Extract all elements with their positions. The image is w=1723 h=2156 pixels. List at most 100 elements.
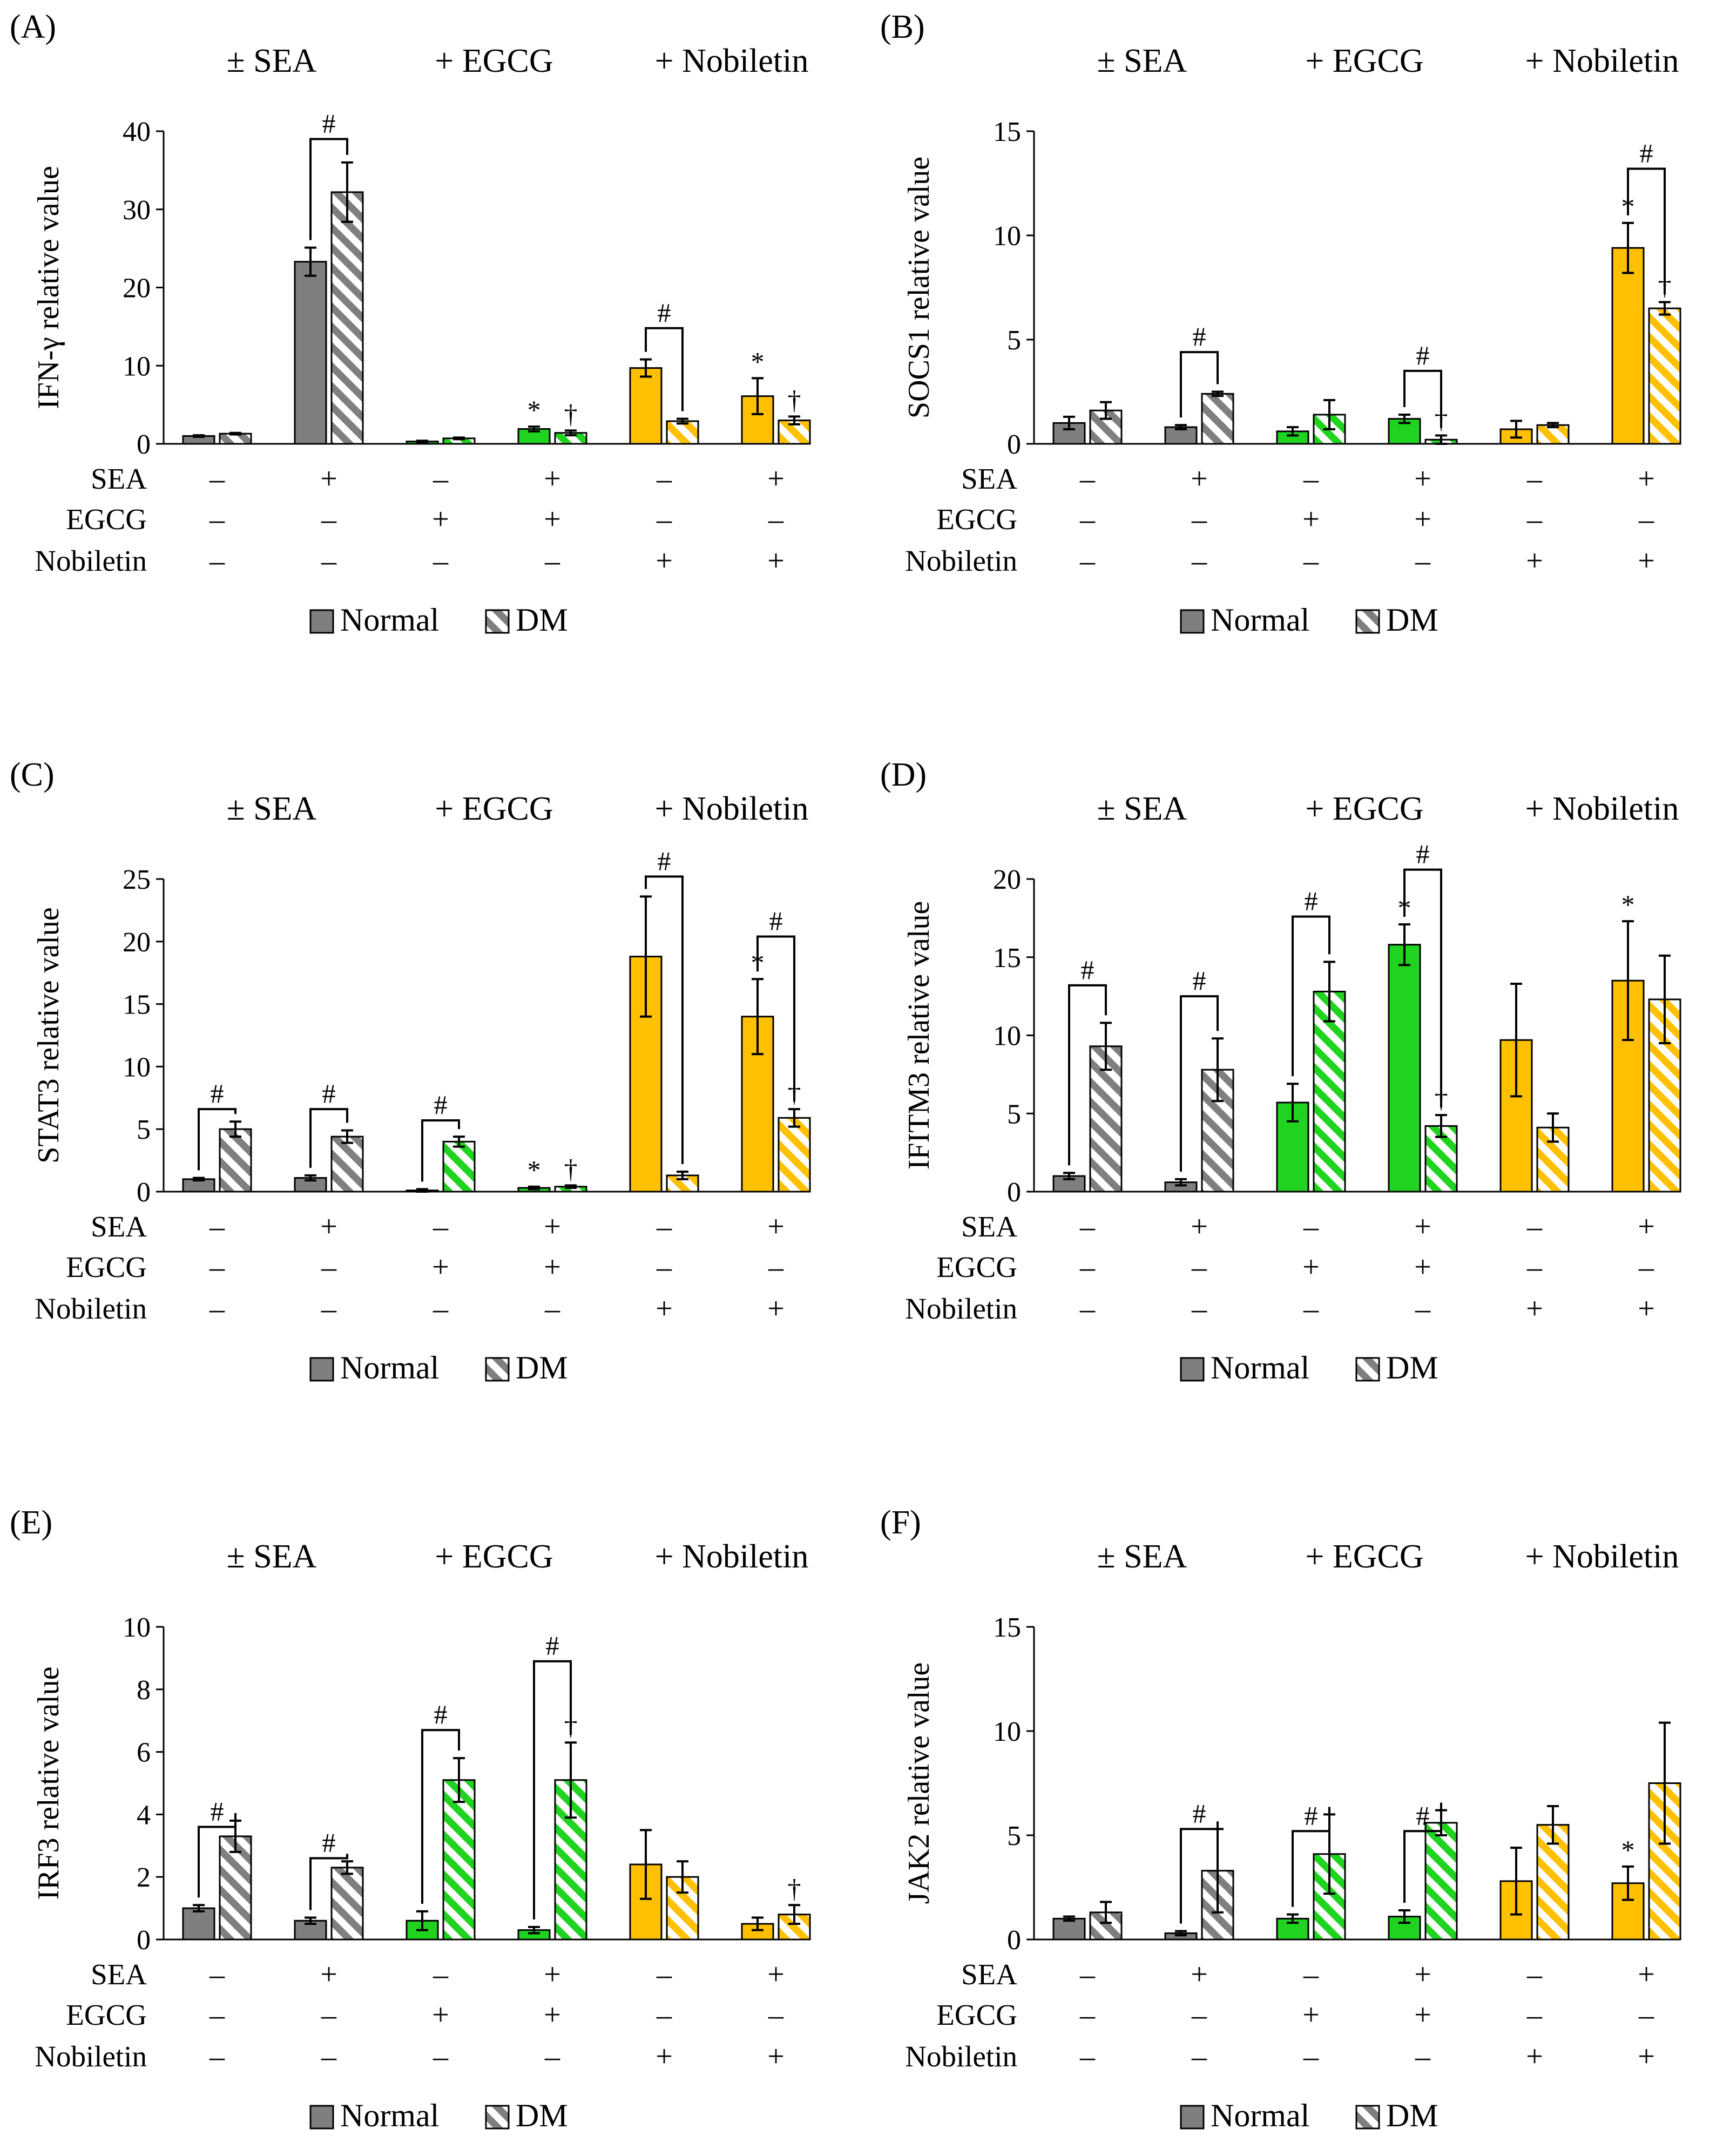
y-tick-label: 20	[993, 864, 1021, 895]
condition-sign: +	[320, 1210, 337, 1243]
y-tick-label: 5	[137, 1114, 151, 1145]
legend-swatch-dm	[485, 1357, 510, 1382]
legend: Normal DM	[309, 602, 568, 638]
y-tick-label: 10	[993, 221, 1021, 252]
legend-swatch-dm	[1355, 2105, 1380, 2130]
condition-sign: –	[321, 1292, 337, 1326]
legend: Normal DM	[1180, 1350, 1438, 1385]
condition-sign: +	[320, 462, 337, 496]
condition-label: Nobiletin	[905, 1292, 1017, 1325]
condition-sign: –	[1415, 1292, 1431, 1326]
y-tick-label: 10	[123, 351, 151, 382]
error-bar	[453, 1757, 465, 1803]
condition-label: EGCG	[936, 503, 1017, 536]
condition-label: EGCG	[66, 1251, 147, 1283]
y-tick-label: 15	[993, 1612, 1021, 1643]
significance-hash: #	[434, 1699, 448, 1729]
legend-swatch-dm	[485, 2105, 510, 2130]
y-tick-label: 15	[993, 943, 1021, 974]
condition-sign: –	[1191, 1251, 1207, 1284]
error-bar	[1063, 1915, 1075, 1922]
legend-label-dm: DM	[1386, 602, 1438, 638]
error-bar	[416, 1188, 428, 1193]
panel-letter: (E)	[10, 1504, 52, 1541]
bar-dm	[778, 1117, 811, 1193]
bar-dm	[219, 1128, 252, 1193]
significance-hash: #	[322, 1827, 336, 1857]
condition-sign: –	[1638, 1251, 1654, 1284]
condition-sign: –	[1079, 462, 1096, 496]
condition-sign: +	[320, 1958, 337, 1991]
group-title: + EGCG	[1305, 1538, 1423, 1575]
legend-swatch-dm	[1355, 609, 1380, 634]
y-tick-label: 10	[993, 1716, 1021, 1747]
condition-sign: –	[1079, 503, 1096, 536]
condition-sign: –	[1526, 1958, 1543, 1991]
mark-dagger: †	[788, 384, 801, 415]
condition-sign: –	[1079, 1292, 1096, 1326]
condition-label: Nobiletin	[905, 2040, 1017, 2073]
error-bar	[565, 1184, 577, 1189]
condition-sign: –	[656, 1998, 672, 2032]
y-tick-label: 40	[123, 117, 151, 147]
error-bar	[528, 1925, 540, 1935]
condition-label: EGCG	[936, 1998, 1017, 2031]
condition-sign: –	[433, 1292, 449, 1326]
panel-b: (B) ± SEA + EGCG + Nobiletin SOCS1 relative …	[880, 9, 1681, 638]
error-bar	[1510, 1847, 1522, 1916]
error-bar	[788, 1108, 800, 1128]
condition-sign: –	[433, 1210, 449, 1243]
condition-sign: –	[656, 1958, 672, 1991]
legend-swatch-normal	[1180, 1357, 1205, 1382]
condition-sign: +	[544, 503, 561, 536]
condition-sign: +	[1638, 1958, 1655, 1991]
legend: Normal DM	[1180, 602, 1438, 638]
error-bar	[788, 415, 800, 425]
error-bar	[1398, 413, 1410, 424]
condition-sign: –	[1303, 1210, 1319, 1243]
condition-sign: –	[768, 503, 784, 536]
mark-dagger: †	[1435, 404, 1448, 434]
group-title: + Nobiletin	[655, 43, 809, 79]
bar-dm	[330, 1136, 364, 1193]
legend-label-normal: Normal	[340, 1350, 439, 1385]
error-bar	[640, 1829, 652, 1900]
legend-swatch-normal	[1180, 609, 1205, 634]
condition-sign: –	[321, 544, 337, 578]
condition-sign: +	[1526, 2040, 1543, 2073]
error-bar	[640, 895, 652, 1018]
condition-sign: –	[1079, 544, 1096, 578]
group-title: ± SEA	[227, 1538, 317, 1575]
bar-normal	[629, 367, 663, 445]
condition-sign: –	[209, 1210, 225, 1243]
condition-sign: +	[1526, 1292, 1543, 1326]
error-bar	[1175, 1178, 1187, 1187]
significance-hash: #	[1305, 1800, 1318, 1830]
significance-hash: #	[211, 1796, 224, 1827]
error-bar	[1100, 401, 1112, 420]
y-axis-label: IFITM3 relative value	[902, 901, 936, 1170]
condition-sign: +	[767, 1958, 785, 1991]
error-bar	[1398, 1909, 1410, 1924]
legend-label-normal: Normal	[340, 602, 439, 638]
significance-bracket	[198, 1813, 237, 1898]
error-bar	[1435, 1114, 1447, 1138]
y-axis-label: IRF3 relative value	[32, 1666, 65, 1900]
condition-sign: +	[544, 1958, 561, 1991]
error-bar	[193, 434, 205, 438]
error-bar	[528, 1185, 540, 1191]
error-bar	[1510, 420, 1522, 439]
panel-letter: (A)	[10, 9, 56, 45]
condition-sign: –	[321, 1251, 337, 1284]
group-title: ± SEA	[227, 790, 317, 827]
condition-label: SEA	[91, 1210, 147, 1243]
mark-asterisk: *	[1621, 191, 1635, 221]
condition-sign: –	[321, 1998, 337, 2032]
error-bar	[752, 377, 763, 415]
panel-d: (D) ± SEA + EGCG + Nobiletin IFITM3 relative…	[880, 756, 1681, 1385]
condition-sign: +	[656, 2040, 673, 2073]
error-bar	[528, 425, 540, 432]
significance-bracket	[756, 935, 795, 1102]
condition-sign: +	[1414, 503, 1431, 536]
